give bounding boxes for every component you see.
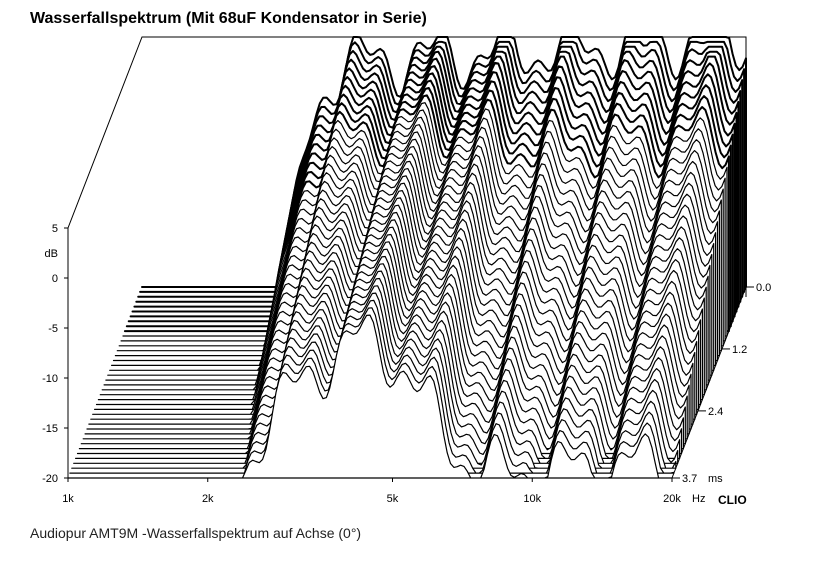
chart-axes: 5 dB 0 -5 -10 -15 -20 1k 2k 5k 10k 20k Hz 0.0 1.2 2.4 3.…: [42, 223, 771, 505]
y-tick-label: dB: [45, 248, 58, 260]
z-tick-label: ms: [708, 473, 723, 485]
chart-caption: Audiopur AMT9M -Wasserfallspektrum auf A…: [30, 525, 362, 541]
brand-label: CLIO: [718, 493, 747, 507]
z-tick-label: 0.0: [756, 282, 771, 294]
x-tick-label: 20k: [663, 493, 681, 505]
x-tick-label: Hz: [692, 493, 705, 505]
z-tick-label: 2.4: [708, 406, 723, 418]
y-tick-label: -15: [42, 423, 58, 435]
x-tick-label: 1k: [62, 493, 74, 505]
chart-title: Wasserfallspektrum (Mit 68uF Kondensator…: [30, 10, 427, 27]
waterfall-slice: [67, 314, 673, 479]
z-tick-label: 1.2: [732, 344, 747, 356]
x-tick-label: 10k: [523, 493, 541, 505]
y-tick-label: 5: [52, 223, 58, 235]
waterfall-slices: [67, 36, 747, 479]
y-tick-label: 0: [52, 273, 58, 285]
y-tick-label: -10: [42, 373, 58, 385]
x-tick-label: 2k: [202, 493, 214, 505]
z-tick-label: 3.7: [682, 473, 697, 485]
y-tick-label: -5: [48, 323, 58, 335]
x-tick-label: 5k: [387, 493, 399, 505]
y-tick-label: -20: [42, 473, 58, 485]
